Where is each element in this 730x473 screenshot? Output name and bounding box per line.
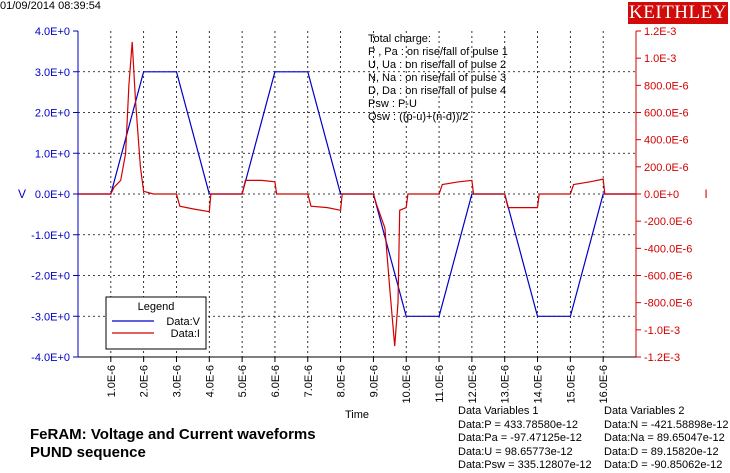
x-tick-label: 11.0E-6 [434,365,446,403]
x-tick-label: 12.0E-6 [467,365,479,404]
brand-logo: KEITHLEY [628,2,728,24]
y-tick-label: -1.0E+0 [31,230,70,242]
legend-label: Data:V [166,316,200,328]
x-tick-label: 8.0E-6 [336,365,348,397]
x-tick-label: 14.0E-6 [533,365,545,404]
y2-tick-label: 0.0E+0 [644,189,679,201]
x-tick-label: 13.0E-6 [500,365,512,404]
legend-label: Data:I [171,328,200,340]
figure-subtitle: PUND sequence [30,444,146,461]
data-variable-row: Data:D = -90.85062e-12 [604,459,723,471]
figure-title: FeRAM: Voltage and Current waveforms [30,426,316,443]
data-variable-row: Data:Psw = 335.12807e-12 [458,459,592,471]
data-variable-row: Data:N = -421.58898e-12 [604,418,729,431]
y2-tick-label: 600.0E-6 [644,108,689,120]
data-variable-row: Data:D = 89.15820e-12 [604,445,719,458]
y-tick-label: -3.0E+0 [31,311,70,323]
x-tick-label: 5.0E-6 [237,365,249,397]
timestamp: 01/09/2014 08:39:54 [0,0,101,12]
y2-tick-label: 1.0E-3 [644,53,676,65]
data-variables-1-title: Data Variables 1 [458,405,539,417]
x-tick-label: 3.0E-6 [171,365,183,397]
y2-tick-label: -1.0E-3 [644,325,680,337]
y-axis-label: V [18,187,26,201]
legend-title: Legend [138,301,175,313]
y-tick-label: 2.0E+0 [35,108,70,120]
legend-box [105,296,207,350]
data-variable-row: Data:P = 433.78580e-12 [458,418,578,431]
y2-tick-label: 200.0E-6 [644,162,689,174]
y2-tick-label: 800.0E-6 [644,80,689,92]
x-tick-label: 10.0E-6 [401,365,413,404]
y-tick-label: 1.0E+0 [35,148,70,160]
note-line: Psw : P-U [368,98,417,110]
x-tick-label: 4.0E-6 [204,365,216,397]
y2-tick-label: -200.0E-6 [644,216,692,228]
y2-tick-label: -800.0E-6 [644,298,692,310]
y2-tick-label: 1.2E-3 [644,26,676,38]
data-variables-2: Data Variables 2 Data:N = -421.58898e-12… [604,405,728,473]
data-variable-row: Data:U = 98.65773e-12 [458,445,573,458]
data-variable-row: Data:Na = 89.65047e-12 [604,432,725,444]
axes: 1.0E-6 2.0E-6 3.0E-6 4.0E-6 5.0E-6 6.0E-6 7.0E… [18,26,708,421]
x-tick-label: 1.0E-6 [106,365,118,397]
series-layer [78,41,636,347]
data-variable-row: Data:Pa = -97.47125e-12 [458,432,582,444]
note-line: D, Da : on rise/fall of pulse 4 [368,85,506,97]
y-tick-label: 4.0E+0 [35,26,70,38]
x-tick-label: 16.0E-6 [598,365,610,404]
current-series-line [78,41,636,347]
data-variables-2-title: Data Variables 2 [604,405,685,417]
x-tick-label: 7.0E-6 [303,365,315,397]
y2-axis-label: I [704,187,707,201]
note-line: P , Pa : on rise/fall of pulse 1 [368,46,508,58]
y2-tick-label: -600.0E-6 [644,271,692,283]
note-line: Total charge: [368,33,431,45]
note-line: N, Na : on rise/fall of pulse 3 [368,72,506,84]
note-line: Qsw : ((p-u)+(n-d))/2 [368,111,469,123]
y-tick-label: -4.0E+0 [31,352,70,364]
x-tick-label: 9.0E-6 [368,365,380,397]
note-line: U, Ua : on rise/fall of pulse 2 [368,59,506,71]
x-tick-label: 15.0E-6 [565,365,577,404]
y-tick-label: 0.0E+0 [35,189,70,201]
notes-panel: Total charge:P , Pa : on rise/fall of pu… [368,33,508,123]
x-axis-label: Time [345,409,369,421]
y2-tick-label: 400.0E-6 [644,135,689,147]
y2-tick-label: -1.2E-3 [644,352,680,364]
y-tick-label: -2.0E+0 [31,271,70,283]
x-tick-label: 2.0E-6 [139,365,151,397]
y2-tick-label: -400.0E-6 [644,243,692,255]
x-tick-label: 6.0E-6 [270,365,282,397]
y-tick-label: 3.0E+0 [35,67,70,79]
data-variables-1: Data Variables 1 Data:P = 433.78580e-12 … [458,405,592,473]
